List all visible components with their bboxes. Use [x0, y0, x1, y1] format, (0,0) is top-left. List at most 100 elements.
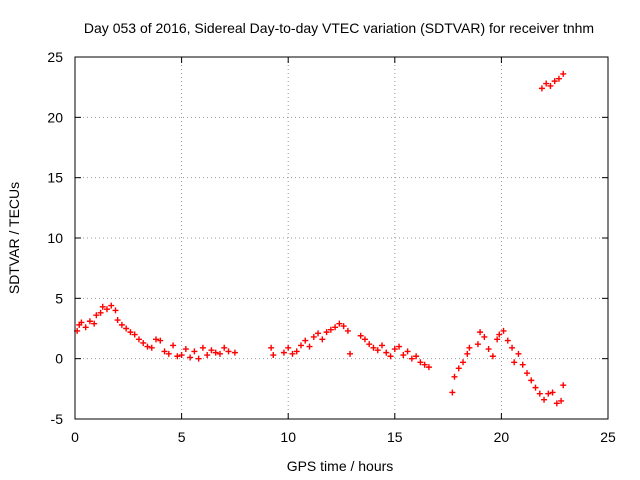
data-point: [161, 348, 168, 355]
data-point: [157, 337, 164, 344]
data-point: [191, 348, 198, 355]
data-point: [332, 324, 339, 331]
data-point: [82, 324, 89, 331]
data-point: [370, 344, 377, 351]
y-tick-label: 20: [47, 109, 63, 125]
data-point: [315, 330, 322, 337]
data-point: [509, 344, 516, 351]
data-point: [547, 82, 554, 89]
data-point: [216, 350, 223, 357]
data-point: [127, 329, 134, 336]
data-point: [270, 352, 277, 359]
y-tick-label: 15: [47, 170, 63, 186]
data-point: [417, 359, 424, 366]
data-point: [464, 350, 471, 357]
x-tick-label: 20: [494, 429, 510, 445]
data-point: [319, 336, 326, 343]
data-point: [387, 353, 394, 360]
data-point: [494, 336, 501, 343]
data-point: [302, 337, 309, 344]
y-tick-label: 25: [47, 49, 63, 65]
x-tick-label: 5: [178, 429, 186, 445]
data-point: [99, 303, 106, 310]
chart-title: Day 053 of 2016, Sidereal Day-to-day VTE…: [84, 20, 594, 36]
data-point: [528, 377, 535, 384]
data-point: [551, 78, 558, 85]
data-point: [140, 339, 147, 346]
data-point: [379, 342, 386, 349]
data-points: [74, 70, 567, 407]
data-point: [231, 349, 238, 356]
y-tick-label: 10: [47, 230, 63, 246]
data-point: [523, 370, 530, 377]
data-point: [553, 400, 560, 407]
y-tick-label: -5: [51, 411, 64, 427]
data-point: [541, 396, 548, 403]
data-point: [118, 321, 125, 328]
x-tick-label: 0: [71, 429, 79, 445]
data-point: [306, 343, 313, 350]
data-point: [474, 341, 481, 348]
data-point: [108, 302, 115, 309]
data-point: [344, 327, 351, 334]
data-point: [545, 390, 552, 397]
plot-frame: [74, 56, 609, 420]
data-point: [135, 336, 142, 343]
data-point: [455, 365, 462, 372]
data-point: [289, 350, 296, 357]
data-point: [221, 344, 228, 351]
data-point: [515, 350, 522, 357]
data-point: [504, 337, 511, 344]
data-point: [280, 349, 287, 356]
data-point: [519, 361, 526, 368]
data-point: [489, 353, 496, 360]
data-point: [496, 331, 503, 338]
x-tick-label: 15: [387, 429, 403, 445]
data-point: [383, 349, 390, 356]
data-point: [466, 344, 473, 351]
data-point: [336, 320, 343, 327]
data-point: [532, 384, 539, 391]
data-point: [425, 364, 432, 371]
data-point: [536, 390, 543, 397]
data-point: [170, 342, 177, 349]
data-point: [93, 312, 100, 319]
data-point: [511, 359, 518, 366]
data-point: [131, 331, 138, 338]
data-point: [78, 319, 85, 326]
data-point: [374, 347, 381, 354]
data-point: [285, 344, 292, 351]
data-point: [178, 352, 185, 359]
data-point: [114, 317, 121, 324]
data-point: [361, 336, 368, 343]
data-point: [199, 344, 206, 351]
data-point: [225, 348, 232, 355]
data-point: [500, 327, 507, 334]
data-point: [460, 359, 467, 366]
data-point: [293, 348, 300, 355]
data-point: [340, 323, 347, 330]
data-point: [297, 342, 304, 349]
data-point: [153, 336, 160, 343]
data-point: [400, 352, 407, 359]
data-point: [538, 85, 545, 92]
y-tick-label: 0: [55, 351, 63, 367]
data-point: [560, 70, 567, 77]
data-point: [187, 354, 194, 361]
data-point: [97, 309, 104, 316]
data-point: [212, 349, 219, 356]
data-point: [391, 346, 398, 353]
data-point: [174, 353, 181, 360]
data-point: [413, 353, 420, 360]
data-point: [549, 389, 556, 396]
data-point: [91, 320, 98, 327]
data-point: [123, 325, 130, 332]
data-point: [310, 333, 317, 340]
data-point: [404, 348, 411, 355]
data-point: [148, 344, 155, 351]
data-point: [449, 389, 456, 396]
data-point: [555, 75, 562, 82]
data-point: [396, 343, 403, 350]
data-point: [481, 333, 488, 340]
